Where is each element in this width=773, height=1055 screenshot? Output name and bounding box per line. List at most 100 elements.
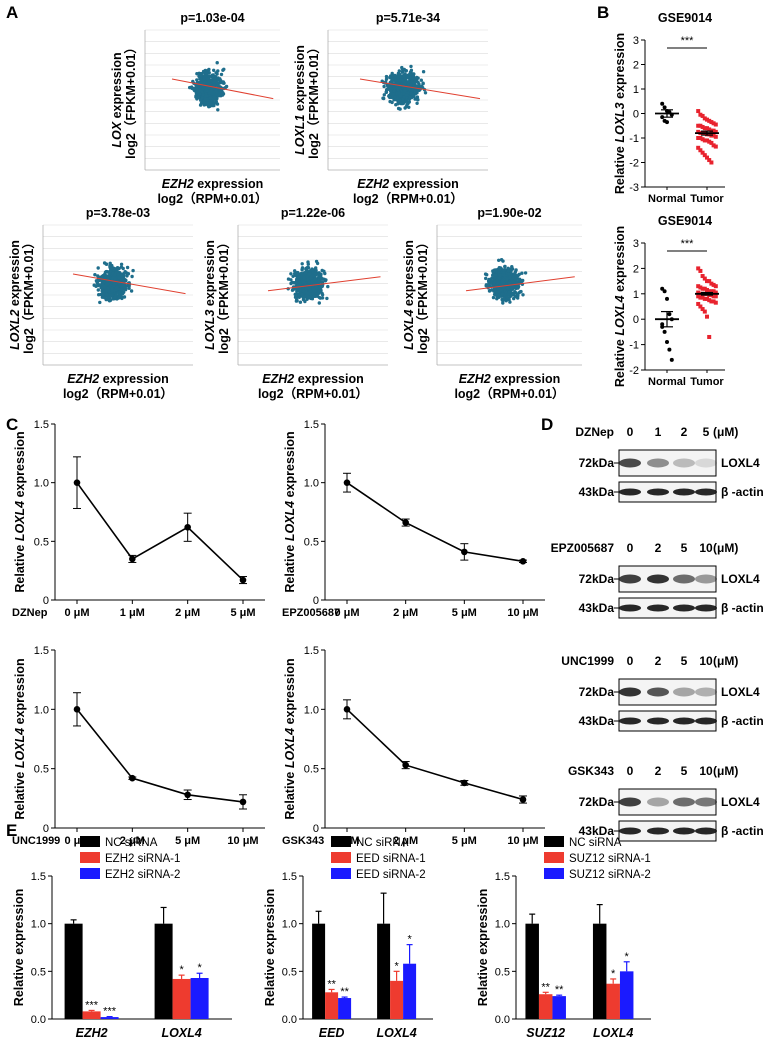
data-point [104,262,109,266]
blot-band [619,488,641,496]
data-point [511,280,515,284]
x-tick-label: Normal [648,376,686,388]
data-point [411,74,416,78]
y-axis-title: LOX expression [110,52,124,147]
normal-point [665,340,669,345]
unit-label: (μM) [713,541,738,555]
tumor-point [707,334,712,339]
series-line [76,482,244,581]
data-point [239,798,247,806]
y-tick-label: 0.0 [282,1014,297,1026]
data-point [300,268,304,272]
molecular-weight-label: 43kDa [579,714,615,728]
x-tick-label: LOXL4 [376,1026,416,1040]
y-tick-label: -3 [629,182,639,194]
data-point [320,293,325,297]
y-tick-label: 1.0 [34,478,49,490]
data-point [415,101,419,106]
legend-swatch [331,852,351,863]
data-point [410,79,414,84]
dose-label: 10 [699,654,713,668]
data-point [97,293,101,297]
y-tick-label: 1.0 [495,919,510,931]
data-point [402,519,409,526]
data-point [409,91,413,96]
blot-band [695,458,717,468]
protein-label: β -actin [721,714,764,728]
data-point [405,75,410,79]
blot-band [673,797,695,807]
data-point [110,289,114,293]
legend-swatch [331,868,351,879]
series-line [346,708,524,801]
data-point [310,268,314,272]
y-axis-title: Relative expression [263,889,277,1006]
data-point [104,293,109,297]
data-point [513,277,518,281]
y-tick-label: 0.5 [495,966,510,978]
data-point [201,93,205,97]
data-point [399,101,403,106]
x-axis-title: EZH2 expression [459,372,560,386]
y-tick-label: 1.0 [34,704,49,716]
data-point [203,80,207,84]
data-point [202,101,206,105]
data-point [508,275,512,280]
dot-plot-loxl3: GSE9014 -3 -2 -1 0 1 2 3 Normal Tumor *** Relative … [613,11,725,205]
data-point [314,268,318,273]
data-point [113,267,118,271]
molecular-weight-label: 72kDa [579,685,615,699]
molecular-weight-label: 43kDa [579,824,615,838]
data-point [389,89,393,93]
data-point [195,88,199,92]
data-point [196,95,201,100]
data-point [393,73,397,78]
legend-swatch [544,868,564,879]
data-point [384,90,389,95]
normal-point [669,357,674,362]
y-tick-label: 0.5 [304,764,319,776]
drug-label: DZNep [575,425,614,439]
data-point [382,96,386,101]
data-point [200,90,204,94]
data-point [239,576,247,584]
y-axis-title: LOXL4 expression [402,240,416,350]
data-point [421,70,426,74]
protein-label: LOXL4 [721,795,760,809]
data-point [497,268,502,272]
bar [312,923,326,1019]
data-point [510,287,515,291]
blot-band [647,797,669,807]
data-point [304,293,309,298]
bar [606,983,620,1019]
bar [190,978,209,1019]
legend-label: SUZ12 siRNA-1 [569,853,651,865]
y-axis-title: Relative LOXL4 expression [283,431,297,592]
x-axis-title: EZH2 expression [357,177,458,191]
data-point [127,286,131,290]
dose-label: 5 [681,654,688,668]
data-point [483,272,488,276]
data-point [398,72,402,77]
data-point [297,294,301,298]
data-point [112,273,117,277]
x-axis-title-units: log2（RPM+0.01） [157,191,267,206]
y-tick-label: 1.5 [304,419,319,431]
correlation-plot-lox: p=1.03e-04 LOX expression log2（FPKM+0.01） E… [110,11,280,206]
x-tick-label: 0 μM [334,607,359,619]
data-point [401,78,405,83]
data-point [307,272,312,276]
y-tick-label: 0 [313,595,319,607]
x-axis-title-units: log2（RPM+0.01） [258,386,368,401]
protein-label: β -actin [721,485,764,499]
x-tick-label: 2 μM [175,607,200,619]
data-point [306,260,310,264]
panel-b: GSE9014 -3 -2 -1 0 1 2 3 Normal Tumor *** Relative … [613,11,725,388]
tumor-point [713,134,718,139]
legend-label: EED siRNA-1 [356,853,426,865]
normal-point [662,289,667,294]
data-point [221,91,225,95]
